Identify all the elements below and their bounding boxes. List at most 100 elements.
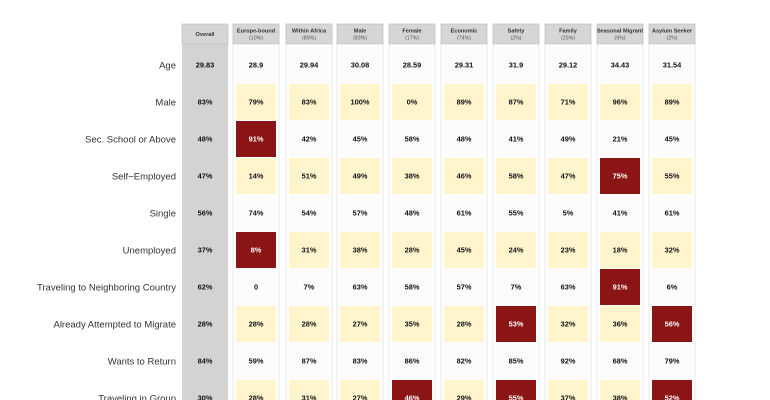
cell-value: 7% — [511, 283, 522, 292]
heat-cell — [289, 47, 329, 83]
heat-cell — [340, 158, 380, 194]
heat-cell — [652, 306, 692, 342]
cell-value: 75% — [613, 172, 628, 181]
cell-value: 58% — [405, 135, 420, 144]
cell-value: 89% — [457, 98, 472, 107]
cell-value: 51% — [302, 172, 317, 181]
heat-cell — [289, 121, 329, 157]
heat-cell — [548, 306, 588, 342]
cell-value: 84% — [198, 357, 213, 366]
heat-cell — [289, 195, 329, 231]
heat-cell — [289, 380, 329, 400]
heat-cell — [340, 232, 380, 268]
heat-cell — [340, 269, 380, 305]
cell-value: 55% — [509, 209, 524, 218]
column-share: (17%) — [405, 36, 419, 42]
cell-value: 28% — [249, 394, 264, 400]
heat-cell — [392, 84, 432, 120]
cell-value: 31.54 — [663, 61, 682, 70]
heat-cell — [652, 195, 692, 231]
cell-value: 74% — [249, 209, 264, 218]
cell-value: 63% — [353, 283, 368, 292]
cell-value: 55% — [665, 172, 680, 181]
cell-value: 82% — [457, 357, 472, 366]
cell-value: 0% — [407, 98, 418, 107]
cell-value: 61% — [457, 209, 472, 218]
cell-value: 36% — [613, 320, 628, 329]
cell-value: 5% — [563, 209, 574, 218]
cell-value: 48% — [405, 209, 420, 218]
heat-cell — [548, 84, 588, 120]
cell-value: 47% — [198, 172, 213, 181]
heat-cell — [600, 47, 640, 83]
row-label: Traveling to Neighboring Country — [37, 283, 176, 294]
cell-value: 61% — [665, 209, 680, 218]
heat-cell — [548, 47, 588, 83]
heat-cell — [496, 84, 536, 120]
heat-cell — [289, 158, 329, 194]
heat-cell — [548, 232, 588, 268]
column-header: Safety — [508, 29, 526, 35]
row-label: Wants to Return — [108, 357, 176, 368]
heat-cell — [236, 121, 276, 157]
row-label: Sec. School or Above — [85, 135, 176, 146]
heat-cell — [600, 158, 640, 194]
cell-value: 29.31 — [455, 61, 474, 70]
column-header: Family — [559, 29, 578, 35]
cell-value: 28% — [405, 246, 420, 255]
column-share: (25%) — [561, 36, 575, 42]
cell-value: 29% — [457, 394, 472, 400]
heat-cell — [392, 232, 432, 268]
cell-value: 7% — [304, 283, 315, 292]
heat-cell — [496, 343, 536, 379]
heat-cell — [652, 84, 692, 120]
cell-value: 28.59 — [403, 61, 422, 70]
column-header-bg — [492, 23, 540, 45]
heat-cell — [236, 306, 276, 342]
cell-value: 30% — [198, 394, 213, 400]
heat-cell — [340, 121, 380, 157]
cell-value: 28% — [457, 320, 472, 329]
cell-value: 28.9 — [249, 61, 263, 70]
heat-cell — [444, 84, 484, 120]
cell-value: 68% — [613, 357, 628, 366]
cell-value: 87% — [509, 98, 524, 107]
cell-value: 59% — [249, 357, 264, 366]
heat-cell — [600, 195, 640, 231]
cell-value: 89% — [665, 98, 680, 107]
heat-cell — [289, 269, 329, 305]
cell-value: 55% — [509, 394, 524, 400]
heat-cell — [652, 269, 692, 305]
cell-value: 83% — [302, 98, 317, 107]
heat-cell — [496, 121, 536, 157]
cell-value: 48% — [198, 135, 213, 144]
column-header-bg — [440, 23, 488, 45]
heat-cell — [496, 306, 536, 342]
cell-value: 27% — [353, 320, 368, 329]
column-header: Overall — [196, 32, 215, 38]
cell-value: 34.43 — [611, 61, 630, 70]
column-header: Europe-bound — [237, 29, 276, 35]
cell-value: 71% — [561, 98, 576, 107]
cell-value: 87% — [302, 357, 317, 366]
cell-value: 32% — [665, 246, 680, 255]
heat-cell — [496, 269, 536, 305]
cell-value: 91% — [249, 135, 264, 144]
column-header-bg — [232, 23, 280, 45]
cell-value: 28% — [198, 320, 213, 329]
cell-value: 58% — [405, 283, 420, 292]
column-share: (89%) — [302, 36, 316, 42]
cell-value: 100% — [351, 98, 370, 107]
heat-cell — [392, 195, 432, 231]
column-header-bg — [181, 23, 229, 45]
heat-cell — [236, 195, 276, 231]
heat-cell — [600, 380, 640, 400]
cell-value: 31% — [302, 246, 317, 255]
cell-value: 45% — [457, 246, 472, 255]
cell-value: 38% — [353, 246, 368, 255]
heat-cell — [340, 343, 380, 379]
heat-cell — [289, 232, 329, 268]
heat-cell — [444, 121, 484, 157]
heat-cell — [444, 343, 484, 379]
